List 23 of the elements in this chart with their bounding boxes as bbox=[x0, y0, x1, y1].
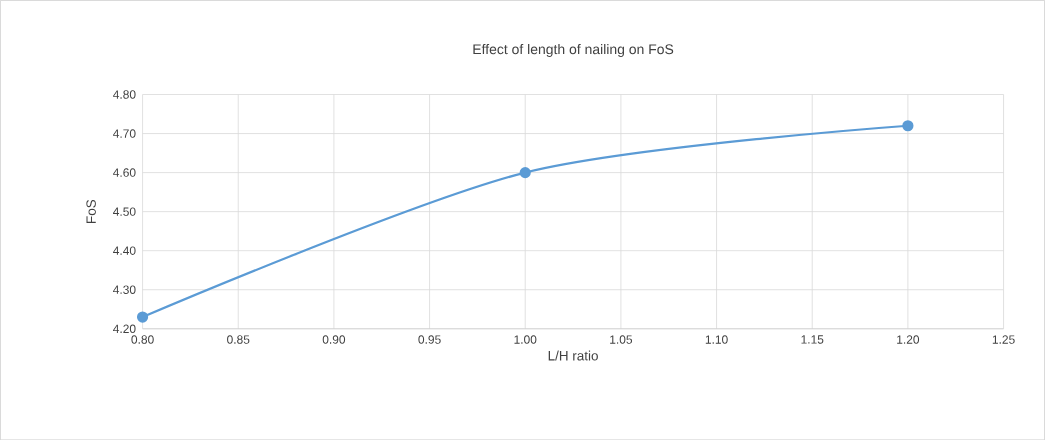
y-tick-label: 4.50 bbox=[113, 207, 136, 216]
y-axis-title: FoS bbox=[86, 199, 96, 223]
x-tick-label: 1.05 bbox=[610, 335, 633, 344]
point bbox=[136, 311, 149, 323]
y-tick-label: 4.40 bbox=[113, 246, 136, 255]
x-tick-label: 0.85 bbox=[227, 335, 250, 344]
x-tick-label: 1.00 bbox=[514, 335, 537, 344]
x-tick-label: 1.25 bbox=[992, 335, 1015, 344]
y-tick-label: 4.80 bbox=[113, 90, 136, 99]
x-tick-label: 0.95 bbox=[418, 335, 441, 344]
y-tick-label: 4.60 bbox=[113, 168, 136, 177]
chart-title: Effect of length of nailing on FoS bbox=[473, 43, 674, 57]
x-tick-label: 0.80 bbox=[131, 335, 154, 344]
x-tick-label: 1.10 bbox=[705, 335, 728, 344]
x-tick-label: 1.15 bbox=[801, 335, 824, 344]
x-axis-title: L/H ratio bbox=[548, 350, 598, 361]
x-tick-label: 0.90 bbox=[322, 335, 346, 344]
y-tick-label: 4.70 bbox=[113, 129, 136, 138]
x-tick-label: 1.20 bbox=[897, 335, 920, 344]
y-tick-label: 4.30 bbox=[113, 285, 136, 294]
point bbox=[902, 120, 914, 132]
y-tick-label: 4.20 bbox=[113, 324, 136, 333]
point bbox=[519, 166, 531, 179]
